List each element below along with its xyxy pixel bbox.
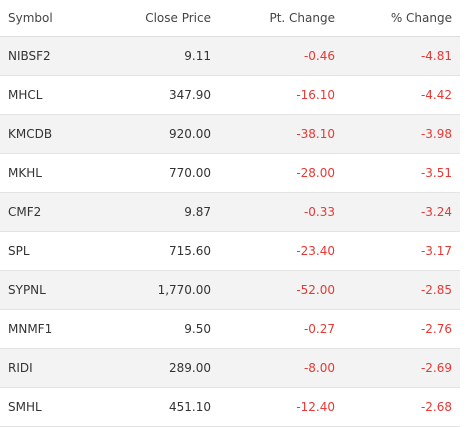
table-body: NIBSF2 9.11 -0.46 -4.81 MHCL 347.90 -16.10 -4.4… [0,36,460,427]
value-cell: -8.00 [219,348,343,388]
symbol-cell: SMHL [0,387,100,427]
value-cell: -2.69 [343,348,460,388]
value-cell: 715.60 [100,231,219,271]
symbol-cell: SYPNL [0,270,100,310]
column-header: Pt. Change [219,0,343,37]
table-header: Symbol Close Price Pt. Change% Change [0,0,460,37]
value-cell: -2.68 [343,387,460,427]
symbol-cell: KMCDB [0,114,100,154]
value-cell: 9.50 [100,309,219,349]
value-cell: -3.17 [343,231,460,271]
table-row: SMHL 451.10 -12.40 -2.68 [0,387,460,427]
table-row: MKHL 770.00 -28.00 -3.51 [0,153,460,193]
value-cell: 451.10 [100,387,219,427]
table-row: SYPNL 1,770.00 -52.00 -2.85 [0,270,460,310]
value-cell: -28.00 [219,153,343,193]
value-cell: 1,770.00 [100,270,219,310]
table-row: SPL 715.60 -23.40 -3.17 [0,231,460,271]
table-row: MNMF1 9.50 -0.27 -2.76 [0,309,460,349]
value-cell: -38.10 [219,114,343,154]
value-cell: -3.51 [343,153,460,193]
table-row: NIBSF2 9.11 -0.46 -4.81 [0,36,460,76]
value-cell: -3.98 [343,114,460,154]
symbol-cell: RIDI [0,348,100,388]
symbol-cell: SPL [0,231,100,271]
symbol-cell: MKHL [0,153,100,193]
value-cell: -12.40 [219,387,343,427]
value-cell: 289.00 [100,348,219,388]
value-cell: -4.81 [343,36,460,76]
value-cell: 770.00 [100,153,219,193]
column-header: Symbol [0,0,100,37]
column-header: % Change [343,0,460,37]
symbol-cell: NIBSF2 [0,36,100,76]
table-row: CMF2 9.87 -0.33 -3.24 [0,192,460,232]
value-cell: -3.24 [343,192,460,232]
value-cell: -0.33 [219,192,343,232]
table-row: MHCL 347.90 -16.10 -4.42 [0,75,460,115]
value-cell: -0.46 [219,36,343,76]
symbol-cell: CMF2 [0,192,100,232]
symbol-cell: MHCL [0,75,100,115]
value-cell: -52.00 [219,270,343,310]
value-cell: -16.10 [219,75,343,115]
value-cell: -2.76 [343,309,460,349]
column-header: Close Price [100,0,219,37]
value-cell: -23.40 [219,231,343,271]
header-row: Symbol Close Price Pt. Change% Change [0,0,460,37]
value-cell: 9.87 [100,192,219,232]
value-cell: -2.85 [343,270,460,310]
symbol-cell: MNMF1 [0,309,100,349]
value-cell: 347.90 [100,75,219,115]
table-row: KMCDB 920.00 -38.10 -3.98 [0,114,460,154]
table-row: RIDI 289.00 -8.00 -2.69 [0,348,460,388]
value-cell: 9.11 [100,36,219,76]
value-cell: 920.00 [100,114,219,154]
value-cell: -0.27 [219,309,343,349]
value-cell: -4.42 [343,75,460,115]
